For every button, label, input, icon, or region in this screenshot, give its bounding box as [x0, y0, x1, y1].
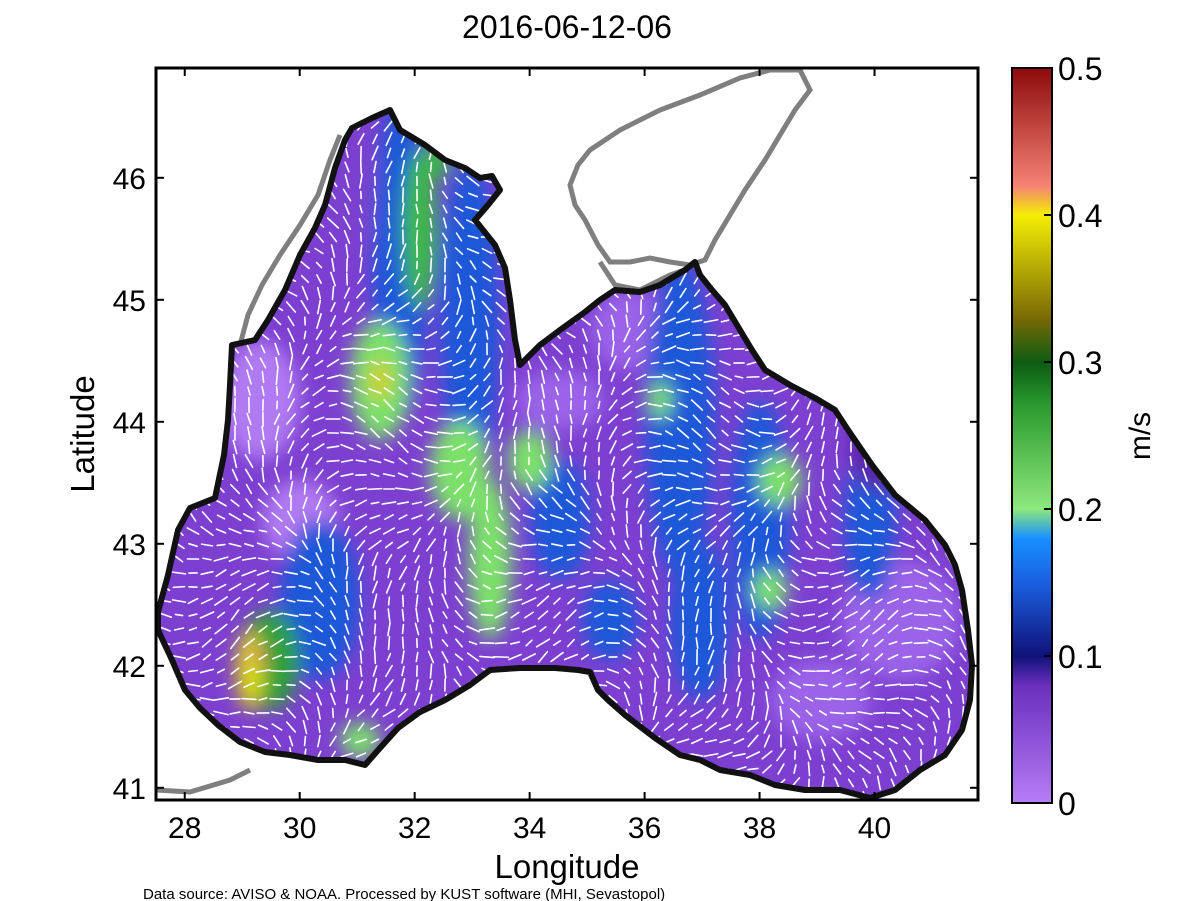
colorbar-tick-label: 0.3	[1058, 345, 1102, 381]
x-tick-label: 38	[743, 812, 776, 845]
y-tick-label: 41	[113, 773, 146, 806]
y-tick-label: 42	[113, 651, 146, 684]
y-tick-label: 46	[113, 163, 146, 196]
colorbar-tick-label: 0	[1058, 786, 1076, 822]
colorbar-unit-label: m/s	[1124, 412, 1157, 460]
x-tick-label: 28	[168, 812, 201, 845]
colorbar-tick-label: 0.5	[1058, 51, 1102, 87]
colorbar-tick-label: 0.2	[1058, 492, 1102, 528]
bosporus-coastline	[156, 767, 252, 795]
colorbar: 0 0.1 0.2 0.3 0.4 0.5 m/s	[1011, 51, 1157, 822]
y-tick-label: 44	[113, 407, 146, 440]
black-sea-coastline	[156, 107, 975, 800]
y-tick-label: 45	[113, 285, 146, 318]
colorbar-tick-label: 0.1	[1058, 639, 1102, 675]
x-axis-ticks: 28 30 32 34 36 38 40	[168, 68, 891, 845]
y-tick-label: 43	[113, 529, 146, 562]
x-tick-label: 30	[283, 812, 316, 845]
data-source-credit: Data source: AVISO & NOAA. Processed by …	[143, 886, 665, 901]
x-tick-label: 40	[858, 812, 891, 845]
colorbar-ticks: 0 0.1 0.2 0.3 0.4 0.5	[1044, 51, 1102, 822]
map-title: 2016-06-12-06	[462, 9, 672, 45]
axes-frame	[154, 66, 980, 802]
y-axis-ticks: 41 42 43 44 45 46	[113, 163, 978, 806]
colorbar-tick-label: 0.4	[1058, 198, 1102, 234]
north-west-coastline	[232, 134, 343, 386]
x-tick-label: 36	[628, 812, 661, 845]
sea-of-azov-coastline	[567, 68, 813, 268]
colorbar-gradient	[1011, 67, 1053, 804]
x-tick-label: 34	[513, 812, 546, 845]
x-axis-label: Longitude	[495, 848, 640, 885]
x-tick-label: 32	[398, 812, 431, 845]
y-axis-label: Latitude	[64, 375, 101, 492]
map-plot-area: 28 30 32 34 36 38 40 41 42 43 44 45 46	[113, 66, 980, 845]
